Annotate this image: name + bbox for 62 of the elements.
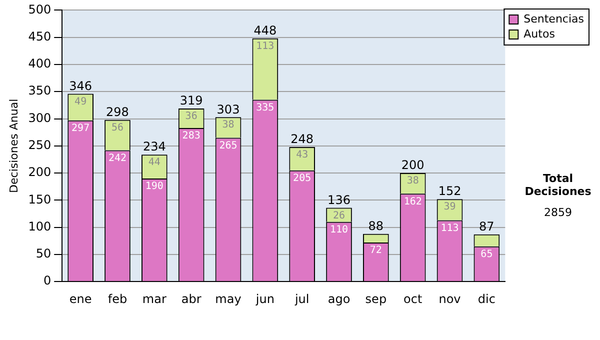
- x-tick-label: jul: [294, 292, 310, 306]
- x-tick-label: dic: [478, 292, 496, 306]
- x-tick-label: abr: [181, 292, 202, 306]
- x-tick-label: sep: [365, 292, 387, 306]
- x-tick-label: ago: [328, 292, 350, 306]
- x-tick-label: ene: [69, 292, 92, 306]
- x-tick-label: jun: [254, 292, 274, 306]
- data-label: 26: [332, 210, 346, 222]
- legend-label: Sentencias: [524, 12, 584, 26]
- y-axis-title: Decisiones Anual: [7, 98, 20, 193]
- text: Total Decisiones: [516, 172, 600, 198]
- legend-label: Autos: [524, 27, 556, 40]
- data-label: 297: [72, 122, 90, 134]
- y-tick-label: 250: [28, 138, 52, 152]
- y-tick-label: 150: [28, 192, 52, 206]
- total-label: 303: [216, 102, 240, 116]
- y-tick-label: 450: [28, 29, 52, 44]
- y-tick-label: 300: [28, 110, 52, 125]
- data-label: 43: [296, 150, 308, 161]
- data-label: 205: [293, 172, 312, 184]
- y-tick-label: 50: [36, 246, 52, 261]
- data-label: 56: [111, 122, 124, 134]
- total-label: 234: [142, 140, 166, 154]
- y-tick-label: 350: [28, 84, 52, 98]
- total-label: 200: [401, 158, 424, 172]
- total-label: 152: [438, 184, 462, 198]
- x-tick-label: feb: [108, 292, 128, 306]
- total-label: 88: [368, 218, 384, 233]
- total-label: 248: [290, 132, 314, 146]
- total-label: 319: [180, 94, 203, 108]
- data-label: 242: [108, 152, 127, 164]
- total-label: 136: [328, 192, 350, 207]
- total-label: 346: [69, 78, 92, 93]
- data-label: 44: [148, 157, 160, 168]
- data-label: 110: [330, 224, 348, 236]
- total-label: 87: [479, 220, 494, 234]
- data-label: 36: [185, 111, 198, 122]
- x-tick-label: nov: [438, 292, 461, 306]
- x-tick-label: mar: [142, 292, 166, 306]
- data-label: 49: [74, 96, 87, 108]
- y-tick-label: 400: [28, 56, 52, 71]
- data-label: 335: [256, 102, 274, 114]
- data-label: 65: [480, 248, 493, 260]
- total-label: 448: [254, 24, 277, 38]
- y-tick-label: 0: [43, 274, 52, 288]
- text: 2859: [516, 206, 600, 219]
- y-tick-label: 200: [28, 165, 52, 180]
- data-label: 162: [404, 196, 422, 208]
- data-label: 190: [145, 181, 164, 192]
- y-tick-label: 100: [28, 219, 52, 234]
- y-tick-label: 500: [28, 2, 52, 16]
- data-label: 38: [222, 120, 234, 131]
- x-tick-label: oct: [404, 292, 422, 306]
- data-label: 283: [182, 130, 200, 142]
- data-label: 265: [219, 140, 238, 152]
- data-label: 113: [440, 222, 459, 234]
- data-label: 72: [370, 245, 382, 256]
- total-label: 298: [106, 104, 129, 119]
- data-label: 113: [256, 41, 274, 52]
- data-label: 39: [444, 202, 456, 213]
- data-label: 38: [406, 176, 419, 187]
- x-tick-label: may: [215, 292, 242, 306]
